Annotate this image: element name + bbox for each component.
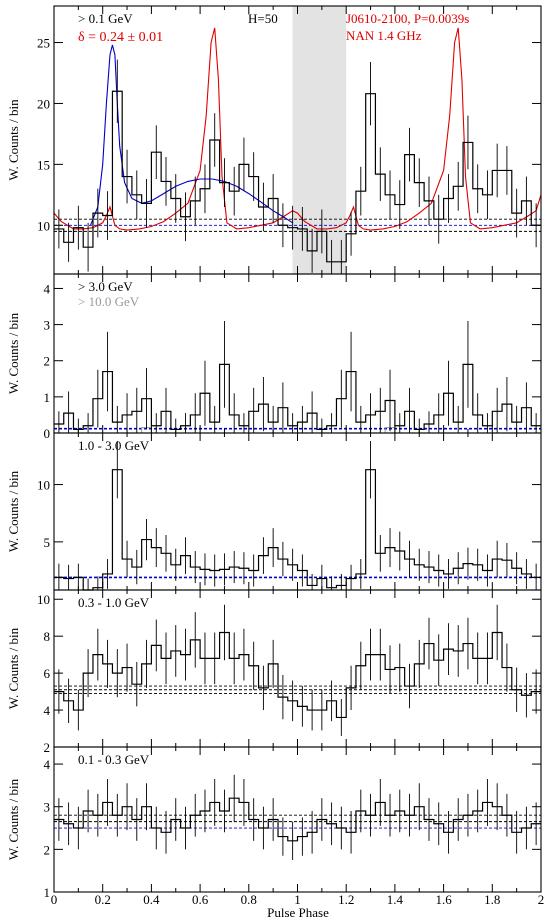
y-tick-label: 10 [37,592,50,607]
panel-5: 1 2 3 4 W. Counts / bin 0.1 - 0.3 GeV [6,746,542,900]
radio-label: NAN 1.4 GHz [346,28,422,43]
x-tick-label: 0.4 [143,892,160,907]
radio-profile-line [53,27,542,231]
x-tick-label: 1 [294,892,301,907]
x-tick-label: 0.8 [241,892,257,907]
y-tick-label: 4 [44,757,51,772]
x-tick-label: 0 [51,892,58,907]
y-tick-label: 1 [44,885,51,900]
energy-range-label: > 0.1 GeV [78,11,133,26]
y-tick-label: 1 [44,390,51,405]
y-tick-label: 3 [44,318,51,333]
y-tick-label: 10 [37,218,50,233]
y-axis-title: W. Counts / bin [6,312,21,394]
x-axis-title: Pulse Phase [267,905,329,920]
y-axis-title: W. Counts / bin [6,99,21,181]
y-tick-label: 0 [44,426,51,441]
y-tick-label: 2 [44,354,51,369]
energy-range-label: > 3.0 GeV [78,279,133,294]
y-tick-label: 15 [37,157,50,172]
panel-2: 0 1 2 3 4 W. Counts / bin > 3.0 GeV> 10.0 GeV [6,273,542,441]
panel-4: 2 4 6 8 10 W. Counts / bin 0.3 - 1.0 GeV [6,589,542,755]
x-tick-label: 1.6 [435,892,452,907]
x-tick-label: 1.2 [338,892,354,907]
energy-range-label: 0.1 - 0.3 GeV [78,752,150,767]
x-tick-label: 1.8 [484,892,500,907]
y-tick-label: 25 [37,36,50,51]
x-tick-label: 1.4 [387,892,404,907]
y-tick-label: 2 [44,740,51,755]
delta-label: δ = 0.24 ± 0.01 [78,30,163,45]
offpulse-window [292,6,347,274]
y-tick-label: 3 [44,800,51,815]
y-tick-label: 2 [44,842,51,857]
y-axis-title: W. Counts / bin [6,778,21,860]
x-tick-label: 0.2 [95,892,111,907]
energy-range-label: 0.3 - 1.0 GeV [78,595,150,610]
x-tick-label: 2 [538,892,545,907]
secondary-energy-label: > 10.0 GeV [78,294,140,309]
htest-label: H=50 [248,11,278,26]
x-tick-label: 0.6 [192,892,209,907]
fit-profile-line [89,44,293,226]
y-tick-label: 6 [44,666,51,681]
y-tick-label: 8 [44,629,51,644]
y-tick-label: 5 [44,535,51,550]
pulsar-label: J0610-2100, P=0.0039s [346,11,469,26]
y-tick-label: 10 [37,478,50,493]
y-tick-label: 4 [44,703,51,718]
y-axis-title: W. Counts / bin [6,627,21,709]
y-axis-title: W. Counts / bin [6,470,21,552]
energy-range-label: 1.0 - 3.0 GeV [78,438,150,453]
panel-1: 10 15 20 25 W. Counts / bin > 0.1 GeV H=50 δ = … [6,5,542,275]
y-tick-label: 4 [44,281,51,296]
panel-3: 5 10 W. Counts / bin 1.0 - 3.0 GeV [6,432,542,591]
y-tick-label: 20 [37,96,50,111]
